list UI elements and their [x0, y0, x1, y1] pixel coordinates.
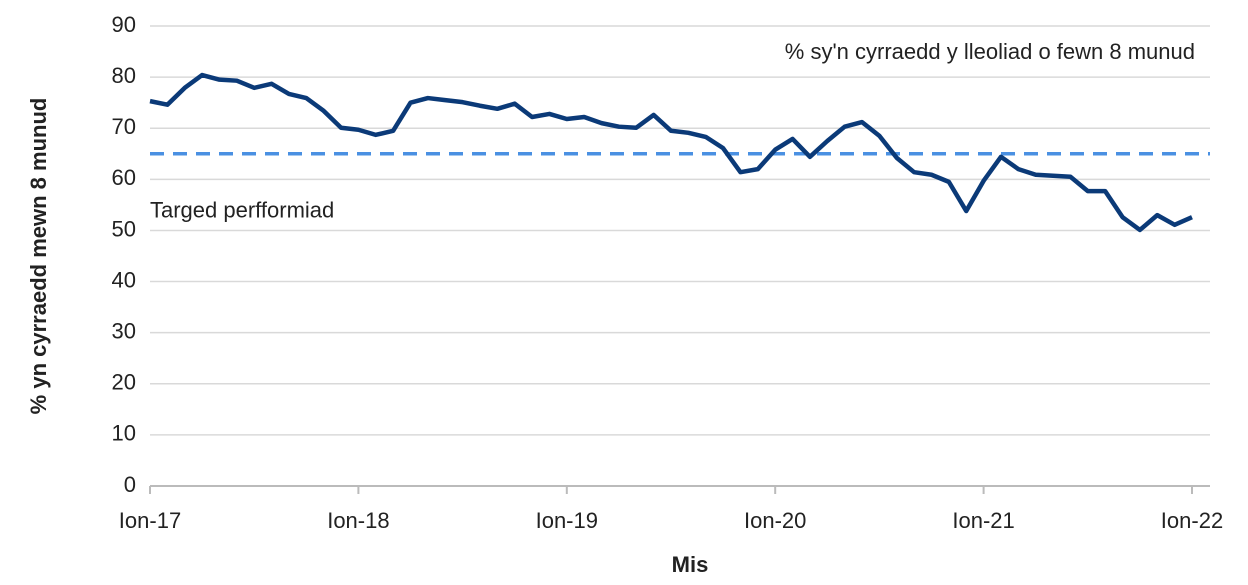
y-tick-label: 20 — [112, 370, 136, 395]
y-tick-label: 90 — [112, 12, 136, 37]
y-tick-label: 50 — [112, 216, 136, 241]
y-tick-label: 0 — [124, 472, 136, 497]
x-tick-label: Ion-22 — [1161, 508, 1223, 533]
x-tick-label: Ion-18 — [327, 508, 389, 533]
x-tick-label: Ion-17 — [119, 508, 181, 533]
x-axis-label: Mis — [672, 552, 709, 577]
y-tick-label: 60 — [112, 165, 136, 190]
y-tick-label: 10 — [112, 421, 136, 446]
target-label: Targed perfformiad — [150, 198, 334, 223]
y-tick-label: 40 — [112, 267, 136, 292]
series-label: % sy'n cyrraedd y lleoliad o fewn 8 munu… — [785, 39, 1195, 64]
series-line — [149, 72, 1193, 233]
x-tick-label: Ion-21 — [952, 508, 1014, 533]
x-tick-label: Ion-19 — [536, 508, 598, 533]
y-tick-label: 80 — [112, 63, 136, 88]
x-tick-label: Ion-20 — [744, 508, 806, 533]
y-tick-label: 30 — [112, 318, 136, 343]
y-axis-label: % yn cyrraedd mewn 8 munud — [26, 98, 51, 415]
y-tick-label: 70 — [112, 114, 136, 139]
